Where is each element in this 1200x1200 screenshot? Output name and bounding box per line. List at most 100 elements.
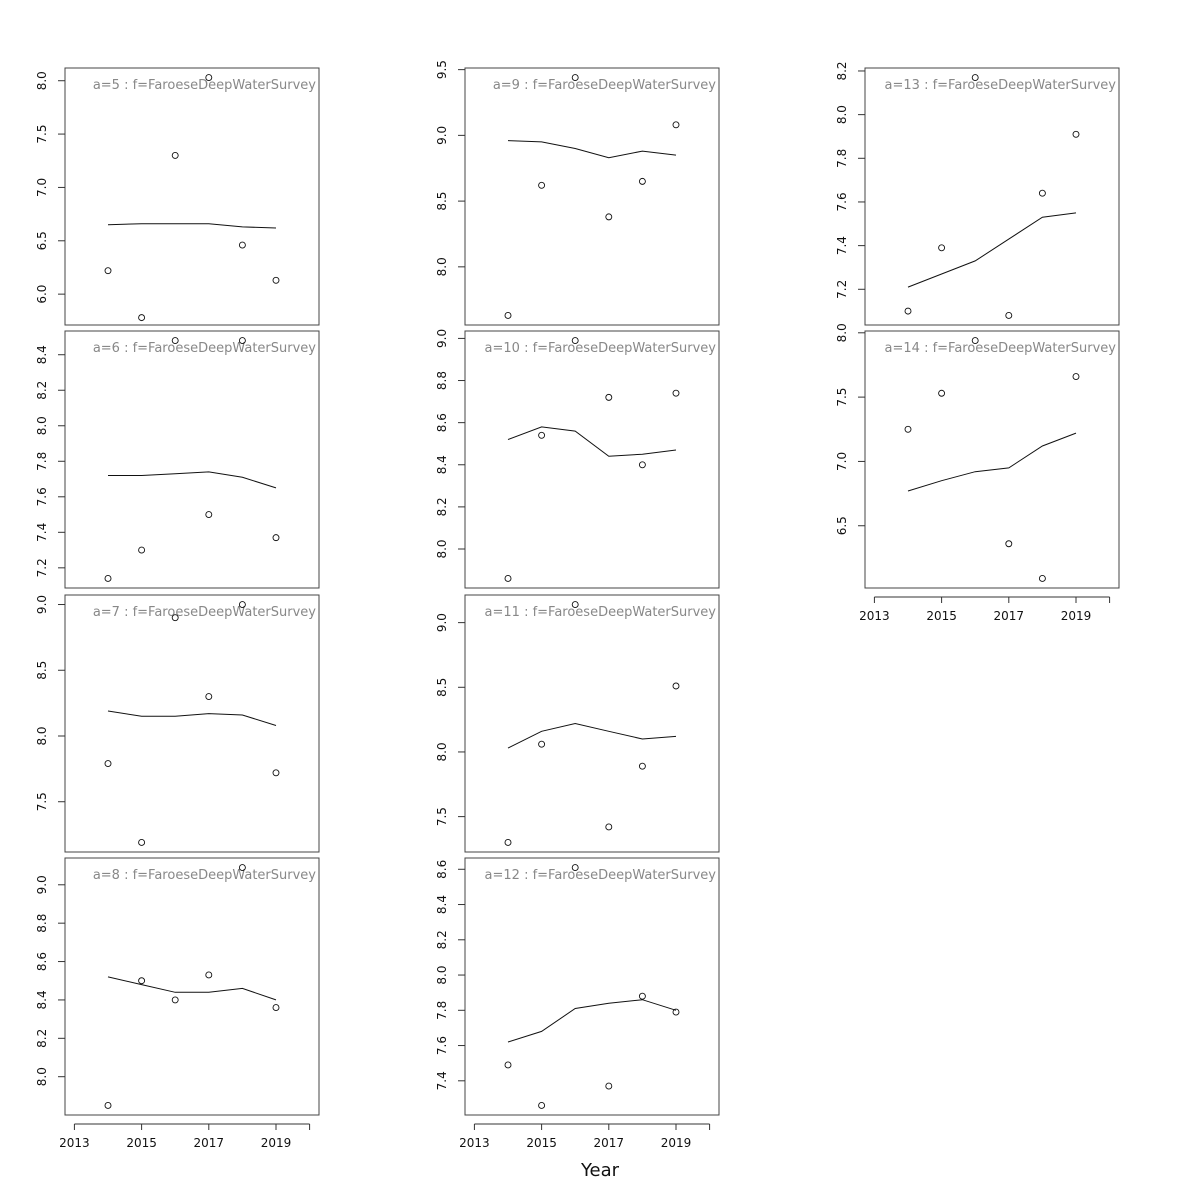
data-point [171, 614, 179, 622]
y-tick-label: 8.5 [35, 661, 49, 680]
data-point [104, 267, 112, 275]
y-tick-label: 8.4 [435, 895, 449, 914]
y-tick-label: 8.6 [435, 860, 449, 879]
y-tick-label: 8.4 [35, 345, 49, 364]
data-point [238, 601, 246, 608]
panel-title: a=9 : f=FaroeseDeepWaterSurvey [493, 78, 716, 93]
panel-8: a=12 : f=FaroeseDeepWaterSurvey 7.4 7.6 7.8… [435, 857, 720, 1150]
y-tick-label: 9.0 [435, 613, 449, 632]
data-point [1072, 130, 1080, 138]
data-point [104, 575, 112, 582]
data-point [672, 121, 680, 129]
y-tick-label: 7.2 [35, 558, 49, 577]
panel-1: a=5 : f=FaroeseDeepWaterSurvey 6.0 6.5 7.0 7… [35, 67, 320, 326]
y-tick-label: 8.2 [35, 381, 49, 400]
data-point [538, 740, 546, 748]
data-point [272, 534, 280, 542]
y-tick-label: 8.8 [35, 914, 49, 933]
y-tick-label: 7.5 [835, 388, 849, 407]
y-tick-label: 8.2 [35, 1029, 49, 1048]
panel-9: a=13 : f=FaroeseDeepWaterSurvey 7.2 7.4 7.6… [835, 61, 1120, 326]
y-tick-label: 8.0 [435, 742, 449, 761]
x-axis-label: Year [580, 1160, 620, 1181]
data-point [138, 546, 146, 554]
data-point [605, 823, 613, 831]
x-tick-label: 2015 [526, 1136, 557, 1150]
panel-title: a=13 : f=FaroeseDeepWaterSurvey [885, 78, 1117, 93]
data-point [238, 241, 246, 249]
y-tick-label: 7.0 [835, 452, 849, 471]
x-tick-label: 2013 [859, 609, 890, 623]
x-tick-label: 2015 [926, 609, 957, 623]
data-point [171, 151, 179, 159]
y-tick-label: 9.0 [435, 329, 449, 348]
data-point [238, 864, 246, 871]
y-tick-label: 7.6 [835, 192, 849, 211]
y-tick-label: 8.0 [435, 965, 449, 984]
y-tick-label: 8.0 [435, 539, 449, 558]
data-point [938, 244, 946, 252]
panel-frame [64, 594, 320, 853]
data-point [904, 425, 912, 433]
panel-frame [464, 330, 720, 589]
y-tick-label: 6.0 [35, 285, 49, 304]
data-point [938, 389, 946, 397]
fit-line [107, 976, 277, 1001]
y-tick-label: 8.2 [435, 930, 449, 949]
y-tick-label: 7.8 [435, 1001, 449, 1020]
data-point [138, 314, 146, 322]
y-tick-label: 8.8 [435, 371, 449, 390]
data-point [238, 337, 246, 344]
panel-frame [464, 67, 720, 326]
data-point [971, 337, 979, 344]
x-tick-label: 2019 [661, 1136, 692, 1150]
x-tick-label: 2017 [194, 1136, 225, 1150]
data-point [638, 177, 646, 185]
data-point [1038, 189, 1046, 197]
y-tick-label: 8.0 [35, 416, 49, 435]
panel-frame [464, 594, 720, 853]
data-point [904, 307, 912, 315]
y-tick-label: 7.4 [435, 1071, 449, 1090]
y-tick-label: 9.5 [435, 60, 449, 79]
y-tick-label: 7.5 [435, 807, 449, 826]
data-point [504, 312, 512, 319]
data-point [538, 181, 546, 189]
y-tick-label: 7.5 [35, 125, 49, 144]
y-tick-label: 7.0 [35, 178, 49, 197]
y-tick-label: 9.0 [435, 126, 449, 145]
y-tick-label: 8.4 [35, 990, 49, 1009]
y-tick-label: 8.0 [35, 1067, 49, 1086]
y-tick-label: 8.6 [35, 952, 49, 971]
data-point [171, 337, 179, 344]
panel-10: a=14 : f=FaroeseDeepWaterSurvey 6.5 7.0 7.5… [835, 323, 1120, 623]
data-point [272, 276, 280, 284]
data-point [538, 431, 546, 439]
x-tick-label: 2013 [459, 1136, 490, 1150]
x-tick-label: 2017 [594, 1136, 625, 1150]
y-tick-label: 7.4 [35, 523, 49, 542]
x-tick-label: 2013 [59, 1136, 90, 1150]
y-tick-label: 8.0 [35, 726, 49, 745]
y-tick-label: 7.6 [435, 1036, 449, 1055]
fit-line [107, 223, 277, 229]
data-point [1038, 575, 1046, 582]
data-point [272, 1004, 280, 1012]
data-point [638, 762, 646, 770]
panel-title: a=14 : f=FaroeseDeepWaterSurvey [885, 341, 1117, 356]
panel-title: a=6 : f=FaroeseDeepWaterSurvey [93, 341, 316, 356]
y-tick-label: 8.0 [435, 257, 449, 276]
data-point [672, 389, 680, 397]
y-tick-label: 6.5 [835, 516, 849, 535]
y-tick-label: 6.5 [35, 231, 49, 250]
y-tick-label: 7.2 [835, 280, 849, 299]
fit-line [507, 722, 677, 749]
data-point [272, 769, 280, 777]
panel-7: a=11 : f=FaroeseDeepWaterSurvey 7.5 8.0 8.5… [435, 594, 720, 853]
panel-frame [64, 67, 320, 326]
data-point [538, 1102, 546, 1109]
fit-line [107, 710, 277, 726]
panel-2: a=6 : f=FaroeseDeepWaterSurvey 7.2 7.4 7.6 7… [35, 330, 320, 589]
data-point [171, 996, 179, 1004]
panel-title: a=8 : f=FaroeseDeepWaterSurvey [93, 868, 316, 883]
